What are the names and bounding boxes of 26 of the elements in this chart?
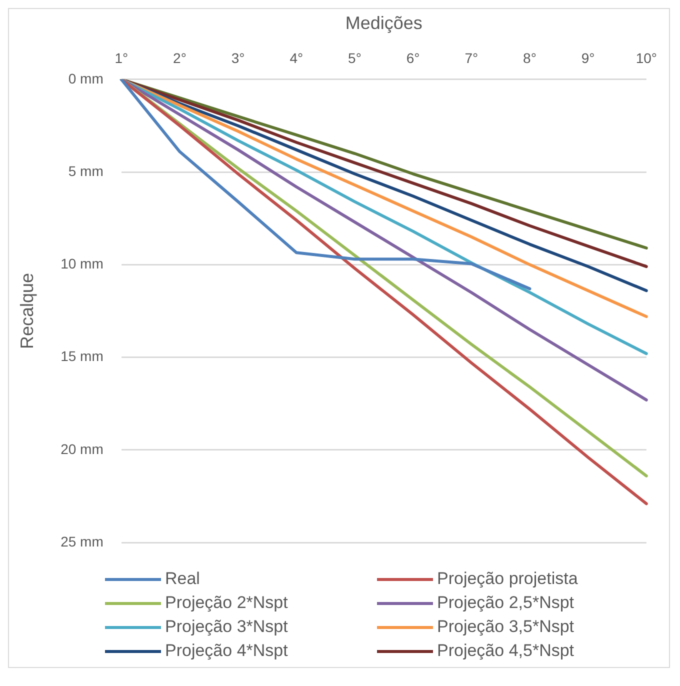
y-tick-label: 10 mm <box>60 256 104 272</box>
x-tick-label: 3° <box>231 50 245 66</box>
x-tick-label: 7° <box>464 50 478 66</box>
legend-label: Projeção 2*Nspt <box>165 593 288 613</box>
legend-label: Real <box>165 569 200 589</box>
x-tick-label: 5° <box>348 50 362 66</box>
y-axis-title: Recalque <box>16 272 37 350</box>
x-tick-label: 4° <box>290 50 304 66</box>
x-tick-label: 8° <box>523 50 536 66</box>
x-axis-title: Medições <box>345 12 422 33</box>
y-tick-label: 15 mm <box>60 348 104 364</box>
legend-label: Projeção 4,5*Nspt <box>437 641 574 661</box>
legend-label: Projeção 3,5*Nspt <box>437 617 574 637</box>
y-tick-label: 20 mm <box>60 440 104 457</box>
x-tick-label: 2° <box>173 50 186 66</box>
x-tick-label: 9° <box>581 50 595 66</box>
x-tick-label: 6° <box>406 50 420 66</box>
x-tick-label: 1° <box>114 50 128 66</box>
y-tick-label: 5 mm <box>68 162 104 179</box>
legend-label: Projeção 3*Nspt <box>165 617 288 637</box>
legend-label: Projeção 2,5*Nspt <box>437 593 574 613</box>
legend-label: Projeção 4*Nspt <box>165 641 288 661</box>
legend-label: Projeção projetista <box>437 569 578 589</box>
x-tick-label: 10° <box>636 50 657 66</box>
y-tick-label: 25 mm <box>60 533 104 550</box>
y-tick-label: 0 mm <box>68 70 104 86</box>
